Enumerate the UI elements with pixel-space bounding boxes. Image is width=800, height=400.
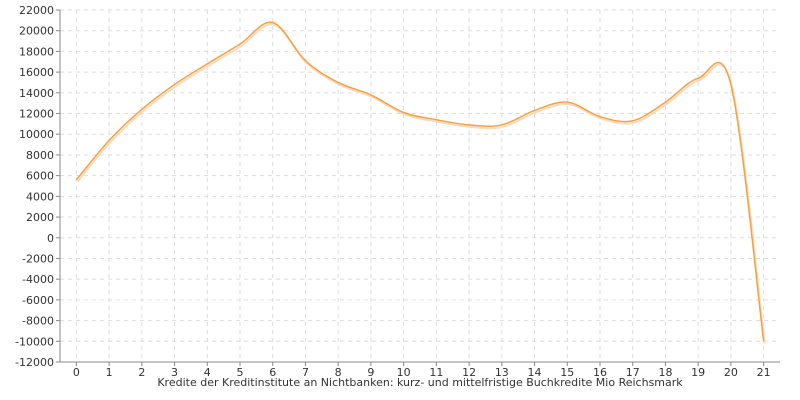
x-tick-label: 7 bbox=[302, 366, 309, 379]
data-point bbox=[664, 101, 666, 103]
y-tick-label: 0 bbox=[47, 232, 54, 245]
data-point bbox=[370, 94, 372, 96]
x-tick-label: 20 bbox=[724, 366, 738, 379]
data-point bbox=[435, 119, 437, 121]
x-tick-label: 0 bbox=[73, 366, 80, 379]
y-tick-label: 8000 bbox=[26, 149, 54, 162]
x-tick-label: 2 bbox=[138, 366, 145, 379]
y-tick-label: 6000 bbox=[26, 170, 54, 183]
series-layer bbox=[75, 21, 766, 344]
data-point bbox=[730, 83, 732, 85]
x-tick-label: 8 bbox=[335, 366, 342, 379]
data-point bbox=[501, 124, 503, 126]
data-point bbox=[304, 60, 306, 62]
x-tick-label: 3 bbox=[171, 366, 178, 379]
series-line-shadow bbox=[76, 23, 766, 344]
x-tick-label: 18 bbox=[658, 366, 672, 379]
y-tick-label: 12000 bbox=[19, 108, 54, 121]
y-tick-label: 14000 bbox=[19, 87, 54, 100]
x-tick-label: 5 bbox=[237, 366, 244, 379]
data-point bbox=[173, 83, 175, 85]
y-tick-label: 22000 bbox=[19, 4, 54, 17]
x-tick-label: 9 bbox=[367, 366, 374, 379]
x-tick-label: 19 bbox=[691, 366, 705, 379]
x-axis-title: Kredite der Kreditinstitute an Nichtbank… bbox=[157, 376, 683, 389]
x-tick-label: 12 bbox=[462, 366, 476, 379]
y-axis-ticks: -12000 -10000 -8000 -6000 -4000 -2000 0 2000 400… bbox=[15, 4, 60, 369]
y-tick-label: 16000 bbox=[19, 66, 54, 79]
x-tick-label: 13 bbox=[495, 366, 509, 379]
x-tick-label: 21 bbox=[757, 366, 771, 379]
y-tick-label: 10000 bbox=[19, 128, 54, 141]
data-point bbox=[75, 179, 77, 181]
y-tick-label: -4000 bbox=[22, 273, 54, 286]
data-point bbox=[108, 139, 110, 141]
y-tick-label: 2000 bbox=[26, 211, 54, 224]
data-point bbox=[402, 111, 404, 113]
data-point bbox=[533, 109, 535, 111]
data-point bbox=[762, 340, 764, 342]
x-tick-label: 10 bbox=[397, 366, 411, 379]
data-point bbox=[337, 81, 339, 83]
data-point bbox=[272, 21, 274, 23]
x-tick-label: 6 bbox=[269, 366, 276, 379]
x-tick-label: 4 bbox=[204, 366, 211, 379]
y-tick-label: -2000 bbox=[22, 252, 54, 265]
y-tick-label: 20000 bbox=[19, 25, 54, 38]
axes bbox=[59, 10, 780, 363]
data-point bbox=[206, 63, 208, 65]
data-point bbox=[632, 120, 634, 122]
y-tick-label: 18000 bbox=[19, 45, 54, 58]
data-point bbox=[468, 124, 470, 126]
x-tick-label: 15 bbox=[560, 366, 574, 379]
y-tick-label: 4000 bbox=[26, 190, 54, 203]
x-tick-label: 14 bbox=[528, 366, 542, 379]
x-tick-label: 1 bbox=[106, 366, 113, 379]
y-tick-label: -8000 bbox=[22, 315, 54, 328]
y-tick-label: -12000 bbox=[15, 356, 54, 369]
data-point bbox=[141, 108, 143, 110]
data-point bbox=[697, 77, 699, 79]
data-point bbox=[599, 115, 601, 117]
x-axis-ticks: 0 1 2 3 4 5 6 7 8 9 10 11 12 13 14 15 16 17 18 19 20 21 bbox=[73, 362, 771, 379]
data-point bbox=[566, 101, 568, 103]
x-tick-label: 17 bbox=[626, 366, 640, 379]
x-tick-label: 16 bbox=[593, 366, 607, 379]
data-point bbox=[239, 43, 241, 45]
y-tick-label: -10000 bbox=[15, 335, 54, 348]
grid-lines bbox=[60, 9, 780, 363]
y-tick-label: -6000 bbox=[22, 294, 54, 307]
series-line bbox=[75, 21, 765, 342]
x-tick-label: 11 bbox=[429, 366, 443, 379]
